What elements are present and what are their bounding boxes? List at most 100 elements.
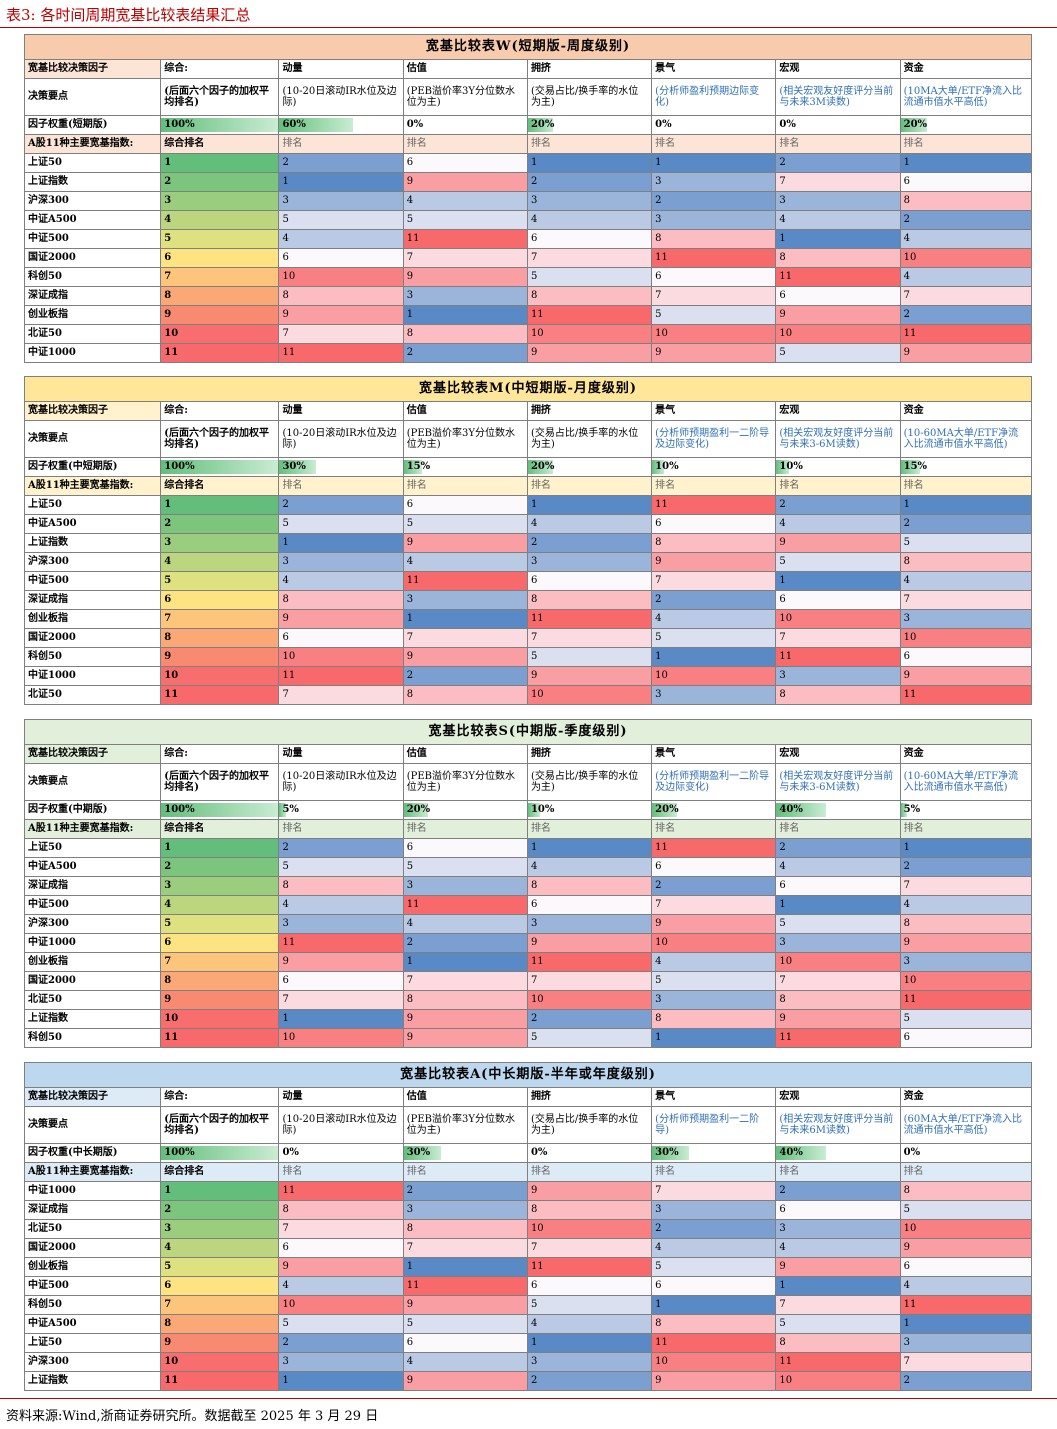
decision-points-row: 决策要点 (后面六个因子的加权平均排名) (10-20日滚动IR水位及边际) (PEB… <box>23 420 1033 458</box>
decision-points-row: 决策要点 (后面六个因子的加权平均排名) (10-20日滚动IR水位及边际) (PEB… <box>23 763 1033 801</box>
decision-point: (PEB溢价率3Y分位数水位为主) <box>402 78 528 116</box>
weight-cell: 20% <box>526 115 653 135</box>
factor-rank: 8 <box>651 229 777 249</box>
index-row: 中证500 5 4 11 6 8 1 4 <box>23 229 1033 249</box>
index-name: 上证50 <box>23 838 162 858</box>
weight-cell: 30% <box>278 457 404 477</box>
factor-rank: 4 <box>775 514 901 534</box>
weight-bar <box>279 118 354 132</box>
factor-rank: 5 <box>651 1257 777 1277</box>
factor-rank: 10 <box>278 1295 404 1315</box>
factor-rank: 7 <box>526 628 653 648</box>
index-row: 沪深300 10 3 4 3 10 11 7 <box>23 1352 1033 1372</box>
index-row: 科创50 11 10 9 5 1 11 6 <box>23 1028 1033 1048</box>
factor-rank: 1 <box>526 1333 653 1353</box>
weight-value: 10% <box>779 461 803 473</box>
weight-bar <box>528 803 541 817</box>
weight-value: 15% <box>406 461 431 473</box>
factor-rank: 1 <box>899 1314 1033 1334</box>
factor-rank: 6 <box>775 876 901 896</box>
factor-rank: 6 <box>526 229 653 249</box>
composite-rank: 11 <box>160 343 280 363</box>
composite-rank: 3 <box>160 876 280 896</box>
factor-rank: 3 <box>278 1352 404 1372</box>
factor-rank: 4 <box>402 191 528 211</box>
factor-rank: 2 <box>402 1181 528 1201</box>
composite-rank: 4 <box>160 552 280 572</box>
weight-cell: 0% <box>402 115 528 135</box>
rank-label: 排名 <box>651 819 777 839</box>
factor-rank: 2 <box>899 1371 1033 1391</box>
factor-rank: 2 <box>526 1009 653 1029</box>
index-row: 沪深300 4 3 4 3 9 5 8 <box>23 552 1033 572</box>
factor-rank: 8 <box>278 1200 404 1220</box>
factor-rank: 4 <box>278 1276 404 1296</box>
factor-rank: 1 <box>775 229 901 249</box>
factor-rank: 3 <box>278 191 404 211</box>
factor-rank: 3 <box>402 876 528 896</box>
rank-header-row: A股11种主要宽基指数: 综合排名 排名 排名 排名 排名 排名 排名 <box>23 819 1033 839</box>
factor-rank: 4 <box>402 552 528 572</box>
index-row: 上证50 1 2 6 1 11 2 1 <box>23 495 1033 515</box>
factor-rank: 3 <box>651 1200 777 1220</box>
factor-rank: 1 <box>899 153 1033 173</box>
factor-rank: 11 <box>402 571 528 591</box>
factor-rank: 4 <box>651 952 777 972</box>
index-row: 中证1000 11 11 2 9 9 5 9 <box>23 343 1033 363</box>
factor-rank: 5 <box>775 552 901 572</box>
factor-rank: 6 <box>651 514 777 534</box>
factor-header: 宏观 <box>775 1087 901 1107</box>
weight-value: 0% <box>406 119 424 131</box>
factor-rank: 5 <box>899 533 1033 553</box>
weight-value: 60% <box>282 119 306 131</box>
decision-point: (10-60MA大单/ETF净流入比流通市值水平高低) <box>899 763 1033 801</box>
factor-rank: 7 <box>651 895 777 915</box>
decision-points-label: 决策要点 <box>23 78 162 116</box>
composite-rank: 7 <box>160 1295 280 1315</box>
index-list-label: A股11种主要宽基指数: <box>23 476 162 496</box>
index-row: 深证成指 8 8 3 8 7 6 7 <box>23 286 1033 306</box>
index-row: 深证成指 3 8 3 8 2 6 7 <box>23 876 1033 896</box>
factor-rank: 2 <box>651 1219 777 1239</box>
composite-rank: 4 <box>160 895 280 915</box>
factor-rank: 9 <box>651 552 777 572</box>
index-row: 上证指数 2 1 9 2 3 7 6 <box>23 172 1033 192</box>
factor-rank: 7 <box>278 685 404 705</box>
rank-label: 排名 <box>278 134 404 154</box>
weight-cell: 0% <box>651 115 777 135</box>
index-row: 上证指数 11 1 9 2 9 10 2 <box>23 1371 1033 1391</box>
rank-label: 排名 <box>402 134 528 154</box>
factor-rank: 6 <box>402 153 528 173</box>
factor-rank: 10 <box>775 1371 901 1391</box>
index-name: 北证50 <box>23 324 162 344</box>
table-title: 宽基比较表W(短期版-周度级别) <box>24 34 1032 60</box>
factor-rank: 3 <box>526 1352 653 1372</box>
factor-rank: 1 <box>651 647 777 667</box>
index-row: 北证50 10 7 8 10 10 10 11 <box>23 324 1033 344</box>
factor-rank: 6 <box>278 628 404 648</box>
factor-rank: 11 <box>775 267 901 287</box>
source-footnote: 资料来源:Wind,浙商证券研究所。数据截至 2025 年 3 月 29 日 <box>6 1409 379 1424</box>
factor-rank: 1 <box>402 952 528 972</box>
rank-label: 排名 <box>899 134 1033 154</box>
index-name: 中证500 <box>23 229 162 249</box>
factor-rank: 10 <box>899 628 1033 648</box>
factor-rank: 7 <box>278 990 404 1010</box>
composite-rank-label: 综合排名 <box>160 819 280 839</box>
index-name: 深证成指 <box>23 876 162 896</box>
composite-rank: 11 <box>160 1371 280 1391</box>
factor-rank: 1 <box>278 172 404 192</box>
factor-rank: 8 <box>775 1333 901 1353</box>
index-name: 沪深300 <box>23 191 162 211</box>
weight-label: 因子权重(中期版) <box>23 800 162 820</box>
factor-rank: 9 <box>651 343 777 363</box>
composite-rank: 5 <box>160 229 280 249</box>
index-row: 中证500 4 4 11 6 7 1 4 <box>23 895 1033 915</box>
factor-rank: 9 <box>526 666 653 686</box>
factor-rank: 2 <box>899 857 1033 877</box>
factor-rank: 7 <box>775 172 901 192</box>
factor-rank: 5 <box>651 305 777 325</box>
decision-point: (10-20日滚动IR水位及边际) <box>278 78 404 116</box>
factor-header: 宏观 <box>775 401 901 421</box>
weight-cell: 0% <box>775 115 901 135</box>
